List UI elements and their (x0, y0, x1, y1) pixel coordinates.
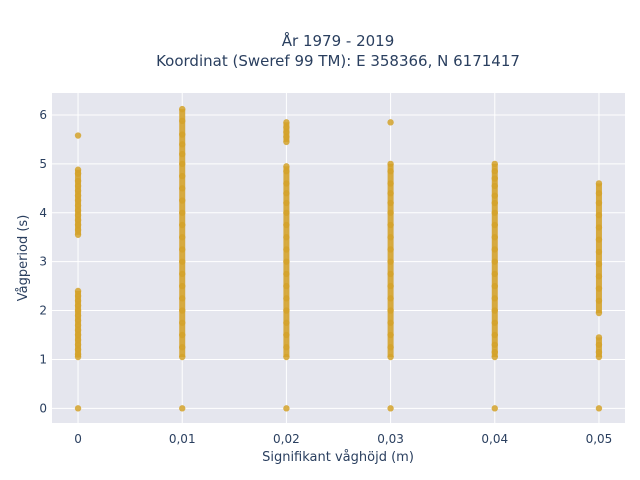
x-tick-label: 0,02 (273, 432, 300, 446)
scatter-point (491, 405, 498, 412)
x-tick-labels: 0 0,01 0,02 0,03 0,04 0,05 (74, 432, 612, 446)
y-tick-label: 4 (39, 206, 47, 220)
x-tick-label: 0,01 (169, 432, 196, 446)
scatter-point (387, 405, 394, 412)
scatter-point (387, 119, 394, 126)
x-tick-label: 0,04 (481, 432, 508, 446)
y-tick-label: 6 (39, 108, 47, 122)
x-tick-label: 0 (74, 432, 82, 446)
y-axis-title: Vågperiod (s) (16, 215, 31, 302)
y-tick-labels: 0 1 2 3 4 5 6 (39, 108, 47, 415)
y-tick-label: 3 (39, 255, 47, 269)
scatter-points (74, 105, 603, 412)
y-tick-label: 5 (39, 157, 47, 171)
scatter-point (595, 405, 603, 412)
scatter-point (179, 405, 186, 412)
y-tick-label: 1 (39, 352, 47, 366)
scatter-point (74, 132, 82, 139)
x-axis-title: Signifikant våghöjd (m) (262, 450, 414, 465)
scatter-point (283, 405, 290, 412)
plot-area (52, 93, 625, 423)
x-tick-label: 0,03 (377, 432, 404, 446)
chart-title-line-1: År 1979 - 2019 (282, 31, 395, 50)
x-tick-label: 0,05 (586, 432, 613, 446)
y-tick-label: 2 (39, 304, 47, 318)
y-tick-label: 0 (39, 401, 47, 415)
chart-title-line-2: Koordinat (Sweref 99 TM): E 358366, N 61… (156, 52, 520, 70)
scatter-point (74, 405, 82, 412)
